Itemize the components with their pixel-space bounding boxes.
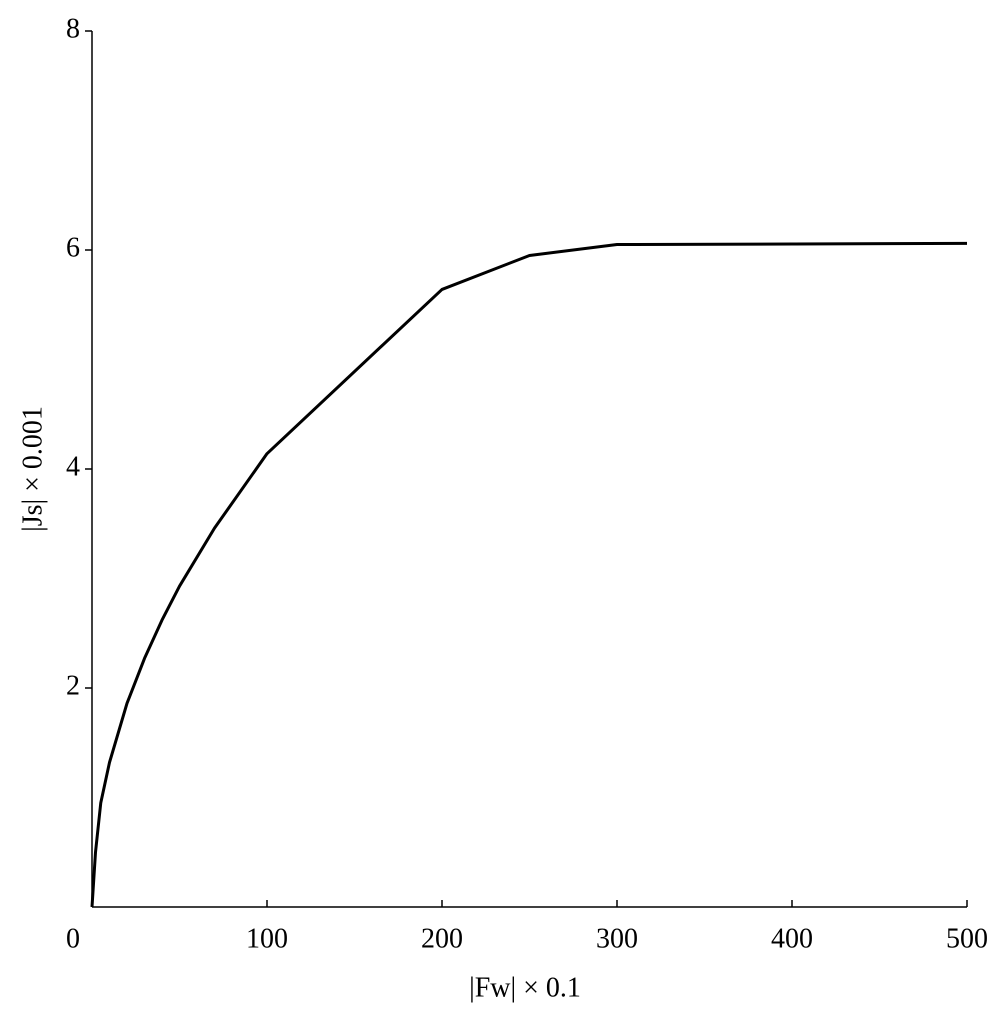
x-tick-label: 500 (946, 923, 988, 954)
x-tick-label: 200 (421, 923, 463, 954)
y-tick-label: 2 (66, 670, 80, 701)
x-tick-label: 300 (596, 923, 638, 954)
x-axis-label: |Fw| × 0.1 (469, 972, 581, 1003)
y-tick-label: 4 (66, 451, 80, 482)
x-tick-label: 0 (66, 923, 80, 954)
y-tick-label: 8 (66, 13, 80, 44)
y-tick-label: 6 (66, 232, 80, 263)
y-axis-label: |Js| × 0.001 (17, 406, 48, 532)
x-tick-label: 100 (246, 923, 288, 954)
data-line (90, 241, 968, 908)
x-tick-label: 400 (771, 923, 813, 954)
